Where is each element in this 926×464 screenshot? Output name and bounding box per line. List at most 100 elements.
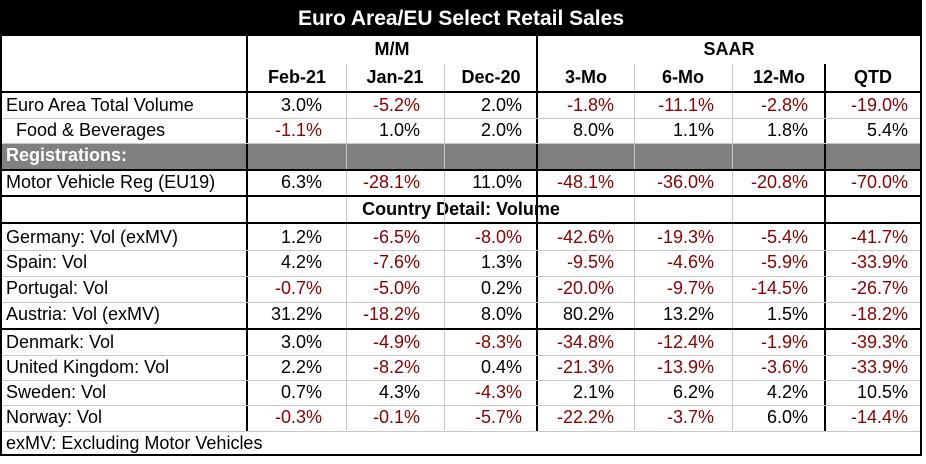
- table-cell: -19.3%: [656, 227, 714, 247]
- column-header-jan-21: Jan-21: [366, 67, 424, 87]
- table-cell: -5.4%: [760, 227, 808, 247]
- registrations-header: Registrations:: [6, 145, 128, 165]
- row-label: Portugal: Vol: [6, 278, 109, 298]
- table-cell: -2.8%: [760, 95, 808, 115]
- footnote: exMV: Excluding Motor Vehicles: [6, 433, 263, 453]
- table-cell: 1.2%: [280, 227, 322, 247]
- table-cell: -8.2%: [372, 357, 420, 377]
- table-cell: -22.2%: [556, 407, 614, 427]
- table-cell: 31.2%: [270, 304, 322, 324]
- row-label: Austria: Vol (exMV): [6, 304, 161, 324]
- table-cell: -7.6%: [372, 252, 420, 272]
- table-cell: -33.9%: [850, 252, 908, 272]
- table-cell: -48.1%: [556, 172, 614, 192]
- divider-line: [2, 169, 920, 171]
- table-cell: 6.0%: [766, 407, 808, 427]
- table-cell: -20.0%: [556, 278, 614, 298]
- table-cell: -5.7%: [474, 407, 522, 427]
- grid-line: [2, 302, 920, 303]
- registrations-band: [2, 143, 920, 169]
- table-cell: 0.4%: [480, 357, 522, 377]
- divider-line: [2, 328, 920, 330]
- table-cell: 6.3%: [280, 172, 322, 192]
- column-header-dec-20: Dec-20: [461, 67, 521, 87]
- table-cell: -9.7%: [666, 278, 714, 298]
- table-cell: 0.2%: [480, 278, 522, 298]
- table-cell: 13.2%: [662, 304, 714, 324]
- table-cell: -18.2%: [362, 304, 420, 324]
- grid-line: [2, 118, 920, 119]
- table-cell: -0.7%: [274, 278, 322, 298]
- table-cell: 10.5%: [856, 382, 908, 402]
- divider-line: [824, 64, 826, 432]
- divider-line: [2, 222, 920, 224]
- table-cell: 1.8%: [766, 120, 808, 140]
- row-label: United Kingdom: Vol: [6, 357, 170, 377]
- table-cell: -5.2%: [372, 95, 420, 115]
- row-label: Sweden: Vol: [6, 382, 107, 402]
- table-cell: -20.8%: [750, 172, 808, 192]
- row-label: Norway: Vol: [6, 407, 103, 427]
- column-header-6-mo: 6-Mo: [662, 67, 704, 87]
- table-cell: -11.1%: [658, 95, 714, 115]
- row-label: Euro Area Total Volume: [6, 95, 194, 115]
- table-cell: 4.2%: [280, 252, 322, 272]
- column-header-3-mo: 3-Mo: [565, 67, 607, 87]
- row-label: Food & Beverages: [6, 120, 166, 140]
- table-cell: 2.0%: [480, 95, 522, 115]
- table-cell: -0.3%: [274, 407, 322, 427]
- table-cell: -8.3%: [474, 332, 522, 352]
- table-cell: 2.0%: [480, 120, 522, 140]
- table-cell: -39.3%: [850, 332, 908, 352]
- table-cell: 3.0%: [280, 95, 322, 115]
- table-cell: 8.0%: [480, 304, 522, 324]
- table-cell: -19.0%: [850, 95, 908, 115]
- table-cell: 2.1%: [572, 382, 614, 402]
- table-cell: -70.0%: [850, 172, 908, 192]
- grid-line: [2, 380, 920, 381]
- table-cell: 2.2%: [280, 357, 322, 377]
- table-cell: 8.0%: [572, 120, 614, 140]
- column-header-qtd: QTD: [854, 67, 892, 87]
- table-cell: -1.8%: [566, 95, 614, 115]
- column-header-feb-21: Feb-21: [267, 67, 327, 87]
- table-cell: -26.7%: [850, 278, 908, 298]
- table-cell: -5.0%: [372, 278, 420, 298]
- grid-line: [2, 276, 920, 277]
- grid-line: [634, 64, 635, 430]
- grid-line: [2, 405, 920, 406]
- group-header-mm: M/M: [374, 39, 410, 59]
- retail-sales-table: Euro Area/EU Select Retail Sales M/M SAA…: [0, 0, 922, 456]
- table-cell: -5.9%: [760, 252, 808, 272]
- table-cell: 11.0%: [472, 172, 522, 192]
- table-cell: -1.9%: [760, 332, 808, 352]
- table-cell: -14.5%: [750, 278, 808, 298]
- grid-line: [2, 143, 920, 144]
- table-cell: -28.1%: [362, 172, 420, 192]
- group-header-saar: SAAR: [703, 39, 755, 59]
- grid-line: [732, 64, 733, 430]
- table-cell: -3.6%: [760, 357, 808, 377]
- table-cell: 1.3%: [480, 252, 522, 272]
- row-label: Germany: Vol (exMV): [6, 227, 179, 247]
- table-cell: -8.0%: [474, 227, 522, 247]
- table-cell: 80.2%: [562, 304, 614, 324]
- table-cell: 4.3%: [378, 382, 420, 402]
- row-label: Spain: Vol: [6, 252, 88, 272]
- divider-line: [2, 195, 920, 197]
- table-cell: 6.2%: [672, 382, 714, 402]
- table-cell: -4.9%: [372, 332, 420, 352]
- table-cell: -3.7%: [666, 407, 714, 427]
- grid-line: [2, 431, 920, 432]
- table-cell: -6.5%: [372, 227, 420, 247]
- table-cell: 1.1%: [672, 120, 714, 140]
- row-label: Motor Vehicle Reg (EU19): [6, 172, 216, 192]
- table-title: Euro Area/EU Select Retail Sales: [2, 2, 920, 36]
- divider-line: [2, 91, 920, 93]
- table-cell: -36.0%: [656, 172, 714, 192]
- column-header-12-mo: 12-Mo: [752, 67, 805, 87]
- table-cell: -41.7%: [850, 227, 908, 247]
- table-cell: 0.7%: [280, 382, 322, 402]
- row-label: Denmark: Vol: [6, 332, 115, 352]
- table-cell: -9.5%: [566, 252, 614, 272]
